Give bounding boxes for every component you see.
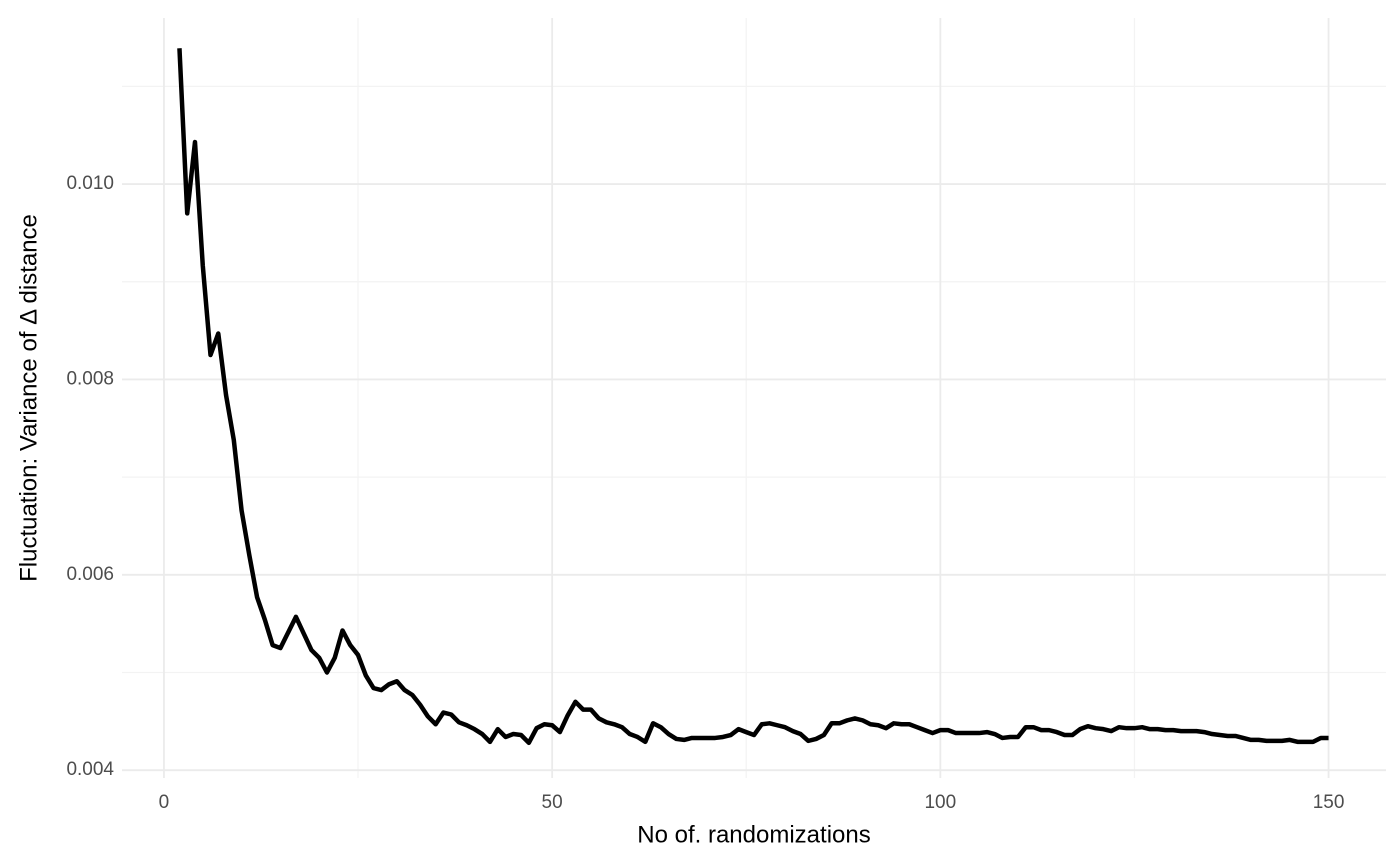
x-tick-label: 0 xyxy=(159,792,170,813)
x-tick-label: 100 xyxy=(924,792,956,813)
y-axis-title: Fluctuation: Variance of Δ distance xyxy=(15,214,42,582)
y-tick-label: 0.008 xyxy=(66,368,114,389)
x-tick-label: 150 xyxy=(1313,792,1345,813)
y-tick-label: 0.004 xyxy=(66,759,114,780)
y-tick-label: 0.010 xyxy=(66,173,114,194)
grid xyxy=(122,18,1386,778)
data-line xyxy=(177,48,1329,746)
x-axis-title: No of. randomizations xyxy=(637,821,870,848)
x-tick-label: 50 xyxy=(542,792,563,813)
y-tick-label: 0.006 xyxy=(66,564,114,585)
